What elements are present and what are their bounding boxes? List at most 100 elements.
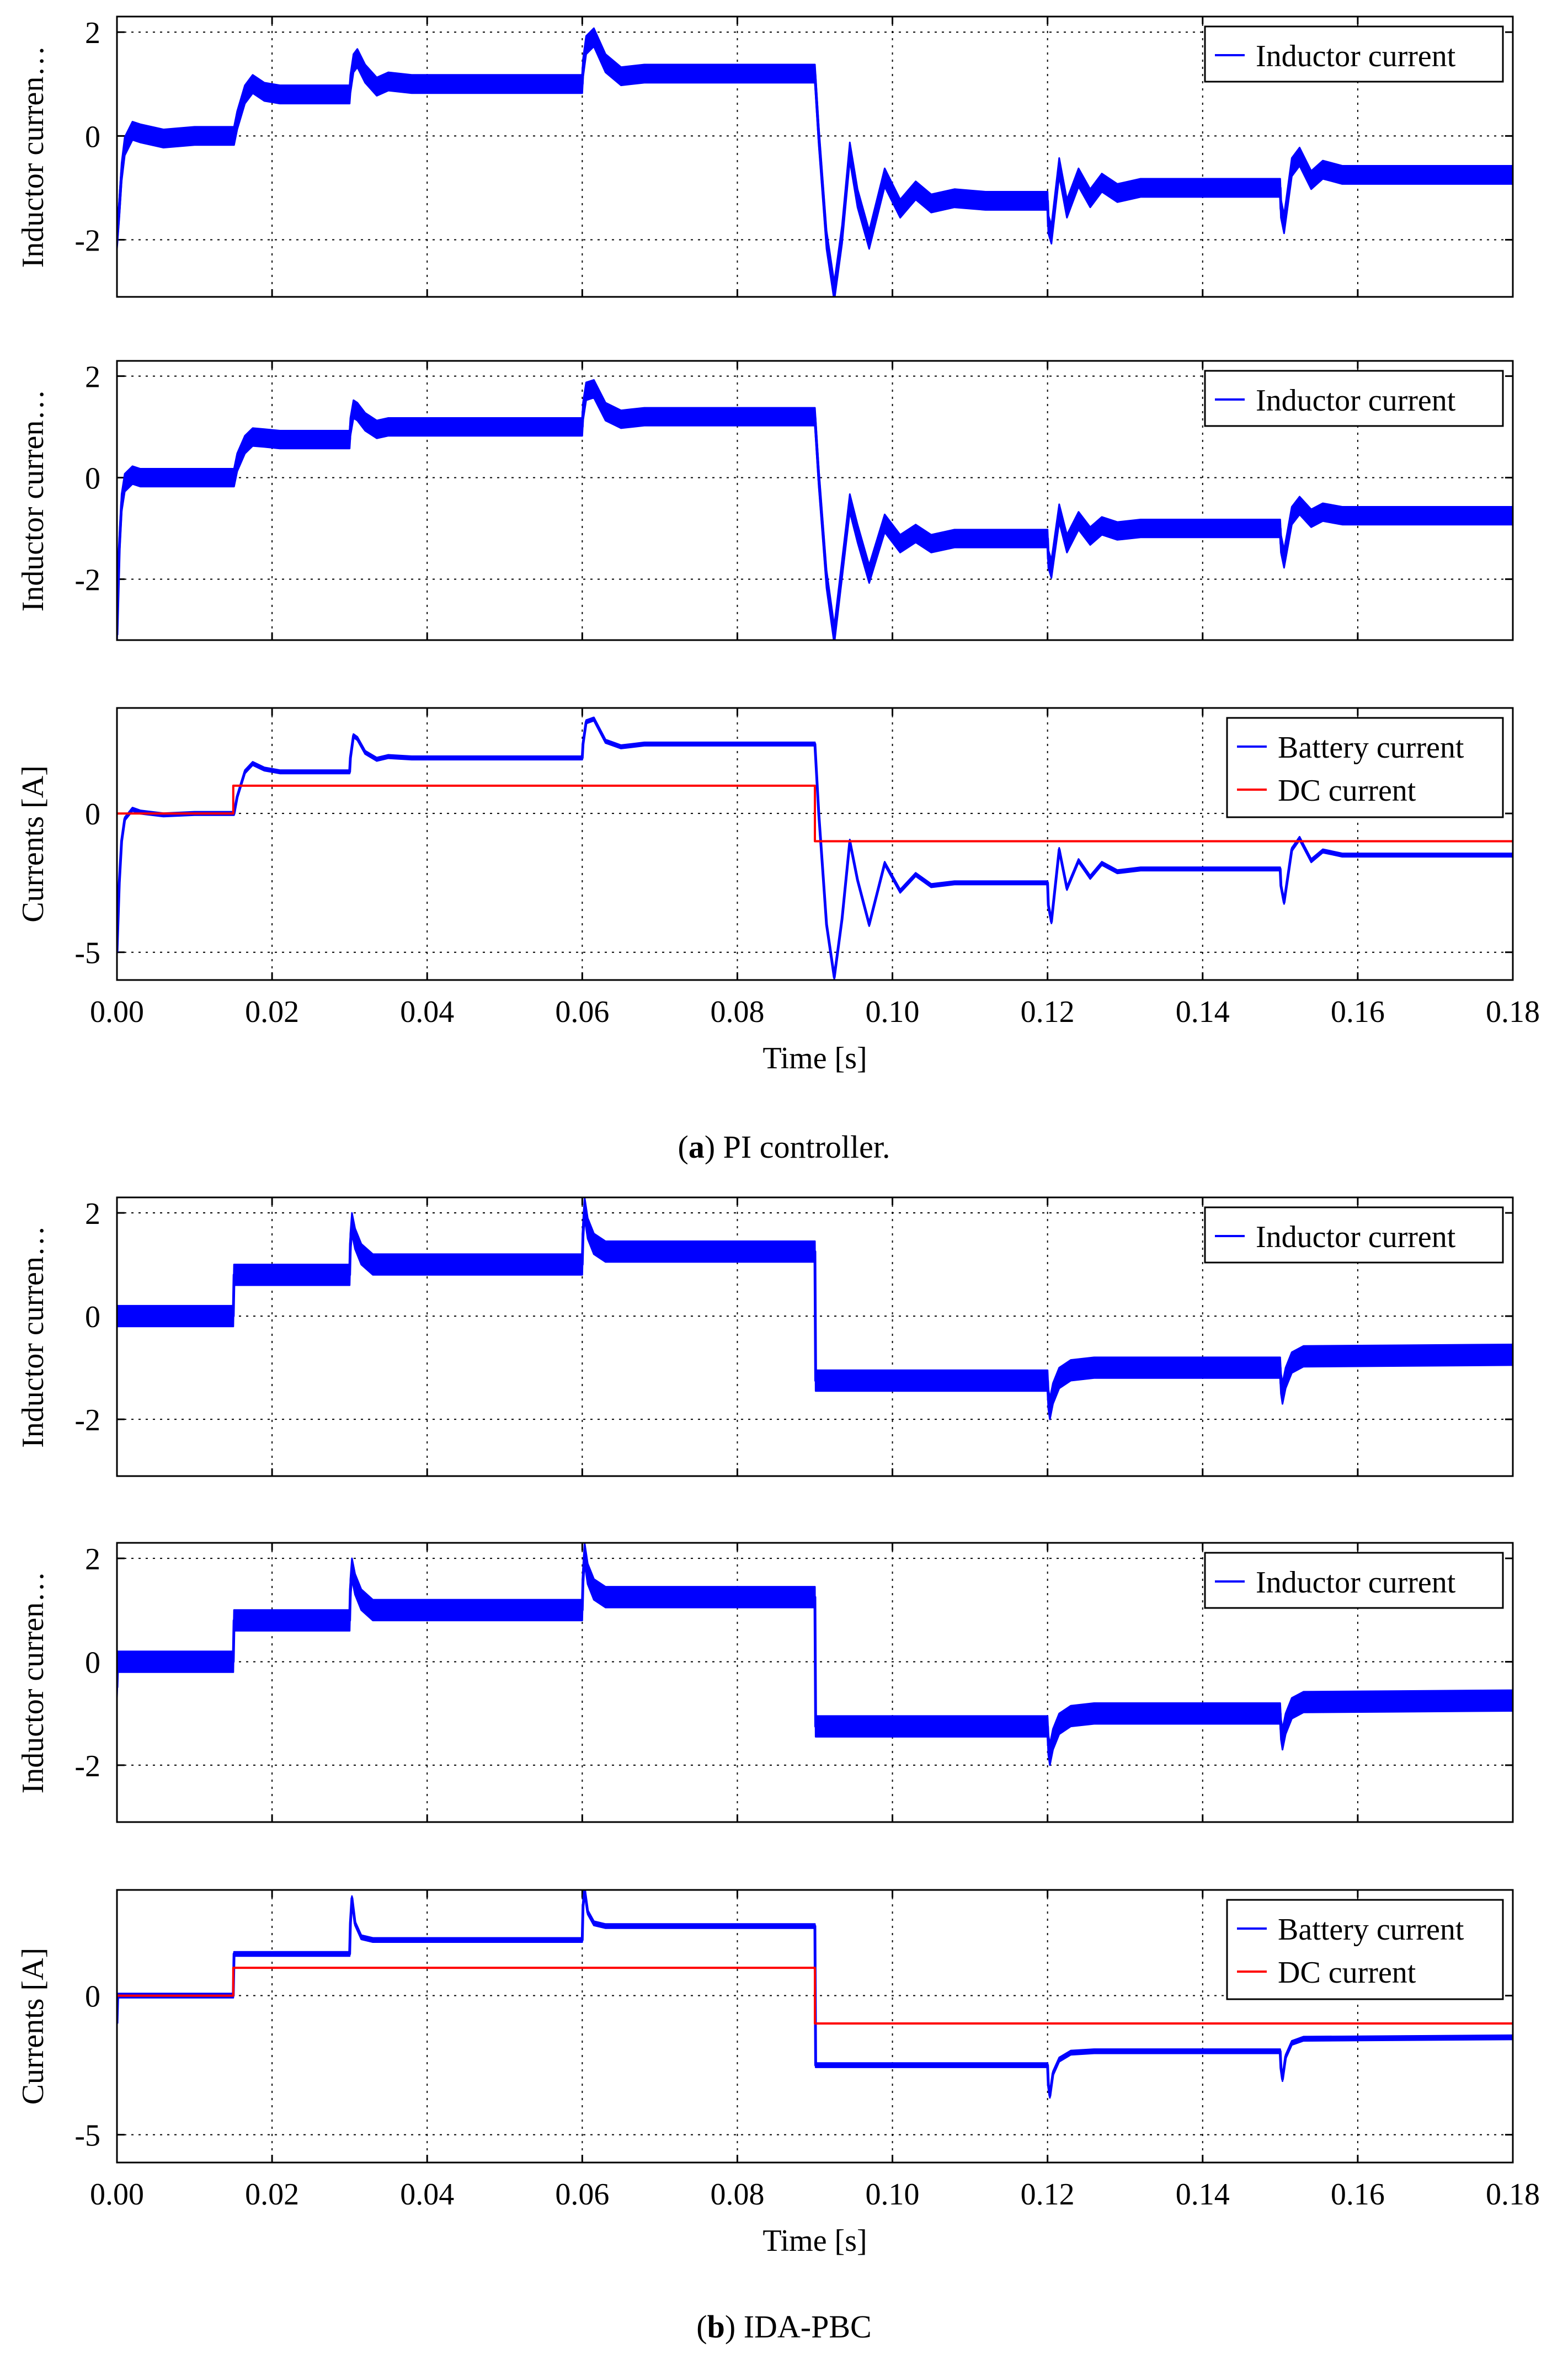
y-tick-label: 0 (85, 1300, 100, 1334)
legend-box (1204, 1206, 1504, 1264)
panel-b-3: 0 -5 Currents [A] Battery current DC current (16, 1889, 1514, 2164)
y-tick-label: -5 (74, 2119, 100, 2153)
y-tick-label: 0 (85, 462, 100, 496)
series-line (117, 1206, 1513, 1410)
series-line (117, 387, 1513, 637)
legend: Inductor current (1204, 370, 1504, 427)
series-battery-current (117, 716, 1513, 980)
plot-frame (116, 1196, 1514, 1477)
x-tick-label: 0.06 (555, 995, 609, 1029)
x-tick-label: 0.04 (400, 995, 454, 1029)
x-tick-label: 0.12 (1021, 995, 1075, 1029)
x-tick-label: 0.04 (400, 2177, 454, 2212)
legend-label: Inductor current (1256, 384, 1456, 418)
x-tick-label: 0.10 (866, 2177, 920, 2212)
legend-box (1204, 1552, 1504, 1609)
series-inductor-current (117, 379, 1513, 640)
legend-box (1204, 25, 1504, 83)
plot-frame (116, 15, 1514, 298)
y-tick-label: 2 (85, 1542, 100, 1577)
y-axis-label: Currents [A] (16, 765, 50, 923)
series-band (117, 716, 1513, 980)
legend-label: DC current (1278, 774, 1416, 808)
panel-a-1: 2 0 -2 Inductor curren… Inductor current (16, 15, 1514, 298)
y-tick-label: 2 (85, 16, 100, 50)
x-axis-label: Time [s] (762, 1041, 867, 1075)
panels: 2 0 -2 Inductor curren… Inductor current 2 0 -2… (16, 15, 1514, 2164)
series-line (117, 784, 1513, 843)
y-axis-label: Currents [A] (16, 1948, 50, 2105)
series-line (117, 717, 1513, 979)
x-tick-label: 0.16 (1331, 2177, 1385, 2212)
caption-a: (a) PI controller. (678, 1129, 890, 1165)
x-tick-label: 0.18 (1486, 995, 1540, 1029)
series-line (117, 1552, 1513, 1756)
panel-a-3: 0 -5 Currents [A] Battery current DC current (16, 707, 1514, 981)
legend-label: Inductor current (1256, 1220, 1456, 1254)
series-inductor-current (117, 1543, 1513, 1766)
x-tick-label: 0.14 (1176, 2177, 1230, 2212)
x-tick-label: 0.02 (245, 995, 299, 1029)
x-tick-label: 0.08 (710, 2177, 764, 2212)
series-dc-current (117, 1967, 1513, 2025)
x-tick-label: 0.08 (710, 995, 764, 1029)
plot-frame (116, 1889, 1514, 2164)
legend: Inductor current (1204, 25, 1504, 83)
x-tick-label: 0.16 (1331, 995, 1385, 1029)
series-band (117, 379, 1513, 640)
legend: Battery current DC current (1226, 717, 1504, 818)
legend-box (1204, 370, 1504, 427)
plot-frame (116, 707, 1514, 981)
x-tick-label: 0.00 (90, 995, 144, 1029)
series-inductor-current (117, 1197, 1513, 1420)
legend: Battery current DC current (1226, 1899, 1504, 2000)
x-tick-label: 0.00 (90, 2177, 144, 2212)
panel-a-2: 2 0 -2 Inductor curren… Inductor current (16, 360, 1514, 641)
legend-label: DC current (1278, 1956, 1416, 1990)
x-axis-b: 0.00 0.02 0.04 0.06 0.08 0.10 0.12 0.14 0.16 0.18… (90, 2177, 1540, 2258)
y-axis-label: Inductor curren… (16, 390, 50, 612)
y-tick-label: 0 (85, 1646, 100, 1680)
y-axis-label: Inductor curren… (16, 1572, 50, 1794)
legend: Inductor current (1204, 1552, 1504, 1609)
y-tick-label: -2 (74, 1403, 100, 1437)
x-tick-label: 0.18 (1486, 2177, 1540, 2212)
x-axes: 0.00 0.02 0.04 0.06 0.08 0.10 0.12 0.14 0.16 0.18… (90, 995, 1540, 2258)
y-tick-label: 0 (85, 1980, 100, 2014)
x-axis-a: 0.00 0.02 0.04 0.06 0.08 0.10 0.12 0.14 0.16 0.18… (90, 995, 1540, 1075)
panel-b-2: 2 0 -2 Inductor curren… Inductor current (16, 1542, 1514, 1823)
legend-label: Battery current (1278, 1913, 1464, 1947)
y-tick-label: -2 (74, 563, 100, 598)
y-tick-label: -2 (74, 224, 100, 258)
legend-label: Battery current (1278, 731, 1464, 765)
legend-box (1226, 717, 1504, 818)
y-tick-label: 0 (85, 797, 100, 832)
x-tick-label: 0.02 (245, 2177, 299, 2212)
series-battery-current (117, 1890, 1513, 2099)
panel-b-1: 2 0 -2 Inductor curren… Inductor current (16, 1196, 1514, 1477)
series-dc-current (117, 784, 1513, 843)
y-tick-label: 2 (85, 1197, 100, 1231)
y-tick-label: 2 (85, 360, 100, 395)
x-tick-label: 0.12 (1021, 2177, 1075, 2212)
x-tick-label: 0.06 (555, 2177, 609, 2212)
legend-label: Inductor current (1256, 39, 1456, 73)
y-tick-label: -5 (74, 936, 100, 971)
x-tick-label: 0.14 (1176, 995, 1230, 1029)
plot-frame (116, 360, 1514, 641)
y-tick-label: 0 (85, 120, 100, 154)
series-line (117, 1890, 1513, 2097)
y-axis-label: Inductor curren… (16, 46, 50, 268)
legend-label: Inductor current (1256, 1565, 1456, 1600)
series-line (117, 1967, 1513, 2025)
series-inductor-current (117, 27, 1513, 297)
plot-frame (116, 1542, 1514, 1823)
caption-b: (b) IDA-PBC (696, 2309, 871, 2345)
legend-box (1226, 1899, 1504, 2000)
x-axis-label: Time [s] (762, 2224, 867, 2258)
legend: Inductor current (1204, 1206, 1504, 1264)
y-tick-label: -2 (74, 1749, 100, 1783)
series-line (117, 36, 1513, 294)
